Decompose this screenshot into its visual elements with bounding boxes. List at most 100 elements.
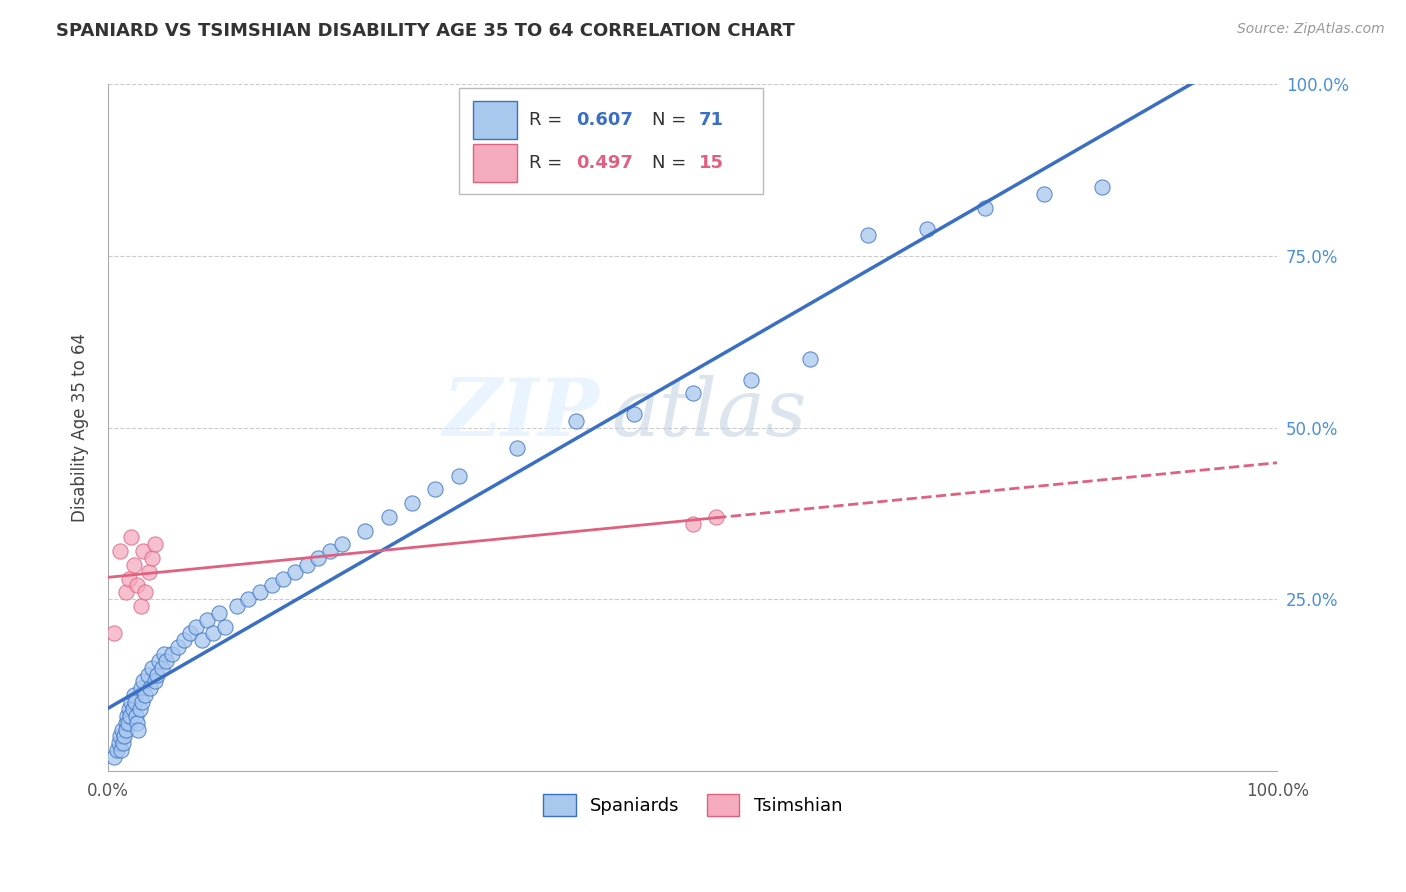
- Point: [401, 496, 423, 510]
- Text: atlas: atlas: [610, 376, 806, 452]
- Point: [623, 407, 645, 421]
- Point: [118, 572, 141, 586]
- Text: N =: N =: [652, 154, 692, 172]
- Point: [740, 372, 762, 386]
- Point: [128, 702, 150, 716]
- Point: [136, 667, 159, 681]
- FancyBboxPatch shape: [472, 102, 517, 139]
- Point: [107, 736, 129, 750]
- Point: [127, 715, 149, 730]
- Point: [114, 715, 136, 730]
- Point: [132, 544, 155, 558]
- Point: [506, 441, 529, 455]
- Point: [155, 654, 177, 668]
- Point: [238, 592, 260, 607]
- Point: [295, 558, 318, 572]
- Point: [260, 578, 283, 592]
- Point: [124, 695, 146, 709]
- Point: [208, 606, 231, 620]
- Legend: Spaniards, Tsimshian: Spaniards, Tsimshian: [536, 787, 849, 823]
- Text: N =: N =: [652, 112, 692, 129]
- Text: R =: R =: [529, 112, 568, 129]
- Point: [134, 585, 156, 599]
- Point: [179, 626, 201, 640]
- Point: [141, 551, 163, 566]
- Point: [167, 640, 190, 655]
- Point: [141, 661, 163, 675]
- Text: 15: 15: [699, 154, 724, 172]
- Point: [108, 544, 131, 558]
- Point: [132, 674, 155, 689]
- Point: [856, 228, 879, 243]
- Point: [129, 681, 152, 696]
- Point: [120, 695, 142, 709]
- Point: [103, 626, 125, 640]
- Point: [125, 708, 148, 723]
- Point: [153, 647, 176, 661]
- Y-axis label: Disability Age 35 to 64: Disability Age 35 to 64: [72, 333, 89, 522]
- Point: [103, 750, 125, 764]
- Point: [112, 736, 135, 750]
- Point: [120, 708, 142, 723]
- Point: [112, 730, 135, 744]
- Point: [354, 524, 377, 538]
- Text: ZIP: ZIP: [443, 376, 599, 452]
- Point: [146, 667, 169, 681]
- Point: [284, 565, 307, 579]
- Point: [974, 201, 997, 215]
- Point: [173, 633, 195, 648]
- Point: [1091, 180, 1114, 194]
- Point: [143, 537, 166, 551]
- Point: [105, 743, 128, 757]
- Point: [131, 695, 153, 709]
- Point: [565, 414, 588, 428]
- Point: [225, 599, 247, 613]
- FancyBboxPatch shape: [472, 145, 517, 182]
- Point: [249, 585, 271, 599]
- Point: [127, 723, 149, 737]
- Point: [127, 578, 149, 592]
- Point: [143, 674, 166, 689]
- Point: [682, 516, 704, 531]
- Point: [134, 688, 156, 702]
- Text: SPANIARD VS TSIMSHIAN DISABILITY AGE 35 TO 64 CORRELATION CHART: SPANIARD VS TSIMSHIAN DISABILITY AGE 35 …: [56, 22, 796, 40]
- Point: [108, 730, 131, 744]
- Point: [682, 386, 704, 401]
- Point: [150, 661, 173, 675]
- Text: 0.607: 0.607: [576, 112, 633, 129]
- Text: 0.497: 0.497: [576, 154, 633, 172]
- Text: R =: R =: [529, 154, 568, 172]
- Point: [915, 221, 938, 235]
- Point: [197, 613, 219, 627]
- Point: [122, 688, 145, 702]
- Point: [704, 509, 727, 524]
- Point: [148, 654, 170, 668]
- Point: [330, 537, 353, 551]
- Point: [114, 585, 136, 599]
- FancyBboxPatch shape: [458, 88, 763, 194]
- Point: [122, 558, 145, 572]
- Point: [117, 715, 139, 730]
- Point: [121, 702, 143, 716]
- Point: [319, 544, 342, 558]
- Point: [111, 723, 134, 737]
- Point: [118, 702, 141, 716]
- Point: [115, 708, 138, 723]
- Point: [162, 647, 184, 661]
- Point: [114, 723, 136, 737]
- Point: [139, 681, 162, 696]
- Text: Source: ZipAtlas.com: Source: ZipAtlas.com: [1237, 22, 1385, 37]
- Point: [1032, 187, 1054, 202]
- Point: [425, 483, 447, 497]
- Point: [799, 351, 821, 366]
- Point: [202, 626, 225, 640]
- Point: [447, 468, 470, 483]
- Point: [308, 551, 330, 566]
- Text: 71: 71: [699, 112, 724, 129]
- Point: [184, 619, 207, 633]
- Point: [214, 619, 236, 633]
- Point: [120, 530, 142, 544]
- Point: [190, 633, 212, 648]
- Point: [138, 565, 160, 579]
- Point: [129, 599, 152, 613]
